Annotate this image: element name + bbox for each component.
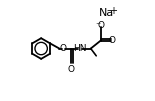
Text: O: O	[98, 21, 105, 30]
Text: O: O	[109, 36, 116, 45]
Text: Na: Na	[99, 8, 115, 18]
Text: HN: HN	[73, 44, 87, 53]
Text: O: O	[68, 65, 75, 74]
Text: +: +	[109, 6, 117, 16]
Text: ⁻: ⁻	[96, 21, 101, 31]
Text: O: O	[60, 44, 67, 53]
